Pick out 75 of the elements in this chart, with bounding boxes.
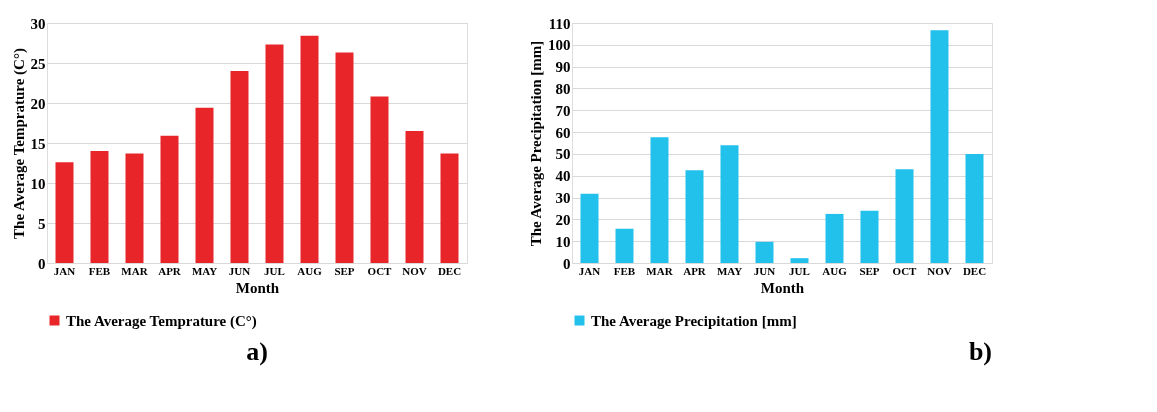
y-tick-label: 50 xyxy=(555,146,571,163)
y-tick-label: 0 xyxy=(563,255,571,272)
y-tick-label: 20 xyxy=(30,95,46,112)
bar xyxy=(685,170,704,263)
y-tick-label: 25 xyxy=(30,55,46,72)
x-tick-label: DEC xyxy=(437,264,462,277)
y-tick-label: 30 xyxy=(30,15,46,32)
bar xyxy=(370,96,389,263)
y-tick-label: 15 xyxy=(30,135,46,152)
bar xyxy=(160,135,179,263)
x-tick-label: AUG xyxy=(297,264,323,277)
x-tick-label: MAR xyxy=(121,264,149,277)
x-tick-label: NOV xyxy=(927,264,952,277)
legend-label: The Average Temprature (C°) xyxy=(66,312,257,330)
x-tick-label: OCT xyxy=(892,264,918,277)
legend-label: The Average Precipitation [mm] xyxy=(591,312,797,329)
bar xyxy=(580,193,599,263)
y-tick-label: 110 xyxy=(548,15,571,32)
x-tick-label: FEB xyxy=(613,264,636,277)
bar xyxy=(405,131,424,263)
x-tick-label: JUN xyxy=(228,264,251,277)
y-axis-title: The Average Temprature (C°) xyxy=(10,48,28,239)
bar xyxy=(300,35,319,263)
x-tick-label: SEP xyxy=(334,264,355,277)
bar xyxy=(230,71,249,263)
y-axis-title: The Average Precipitation [mm] xyxy=(528,40,544,247)
bar xyxy=(615,228,634,263)
bar xyxy=(965,153,984,263)
x-tick-label: DEC xyxy=(962,264,987,277)
bar xyxy=(195,107,214,263)
y-tick-label: 80 xyxy=(555,80,571,97)
x-tick-label: JUL xyxy=(264,264,285,277)
x-tick-label: JAN xyxy=(578,264,601,277)
y-tick-label: 10 xyxy=(555,233,571,250)
bar xyxy=(755,241,774,263)
y-tick-label: 0 xyxy=(38,255,46,272)
bar xyxy=(440,153,459,263)
x-axis-title: Month xyxy=(235,279,280,296)
bar xyxy=(720,145,739,263)
bar xyxy=(930,30,949,263)
text: a) xyxy=(246,337,268,366)
y-tick-label: 20 xyxy=(555,211,571,228)
bar xyxy=(825,213,844,263)
x-tick-label: MAY xyxy=(716,264,743,277)
bar xyxy=(125,153,144,263)
bar xyxy=(335,52,354,263)
x-tick-label: SEP xyxy=(859,264,880,277)
x-tick-label: APR xyxy=(158,264,182,277)
y-tick-label: 5 xyxy=(38,215,46,232)
x-tick-label: JUN xyxy=(753,264,776,277)
y-tick-label: 30 xyxy=(555,190,571,207)
x-tick-label: AUG xyxy=(822,264,848,277)
x-tick-label: APR xyxy=(683,264,707,277)
bar xyxy=(90,151,109,263)
y-tick-label: 60 xyxy=(555,124,571,141)
y-tick-label: 90 xyxy=(555,59,571,76)
x-tick-label: FEB xyxy=(88,264,111,277)
x-tick-label: JUL xyxy=(789,264,810,277)
bar xyxy=(895,169,914,263)
x-tick-label: NOV xyxy=(402,264,427,277)
x-tick-label: MAR xyxy=(646,264,674,277)
x-axis-title: Month xyxy=(760,279,805,296)
x-tick-label: MAY xyxy=(191,264,218,277)
bar xyxy=(860,210,879,263)
x-tick-label: JAN xyxy=(53,264,76,277)
bar xyxy=(790,258,809,263)
y-tick-label: 40 xyxy=(555,168,571,185)
text: b) xyxy=(968,337,992,366)
y-tick-label: 70 xyxy=(555,102,571,119)
x-tick-label: OCT xyxy=(367,264,393,277)
bar xyxy=(650,137,669,263)
y-tick-label: 100 xyxy=(548,37,571,54)
bar xyxy=(265,44,284,263)
y-tick-label: 10 xyxy=(30,175,46,192)
bar xyxy=(55,162,74,263)
